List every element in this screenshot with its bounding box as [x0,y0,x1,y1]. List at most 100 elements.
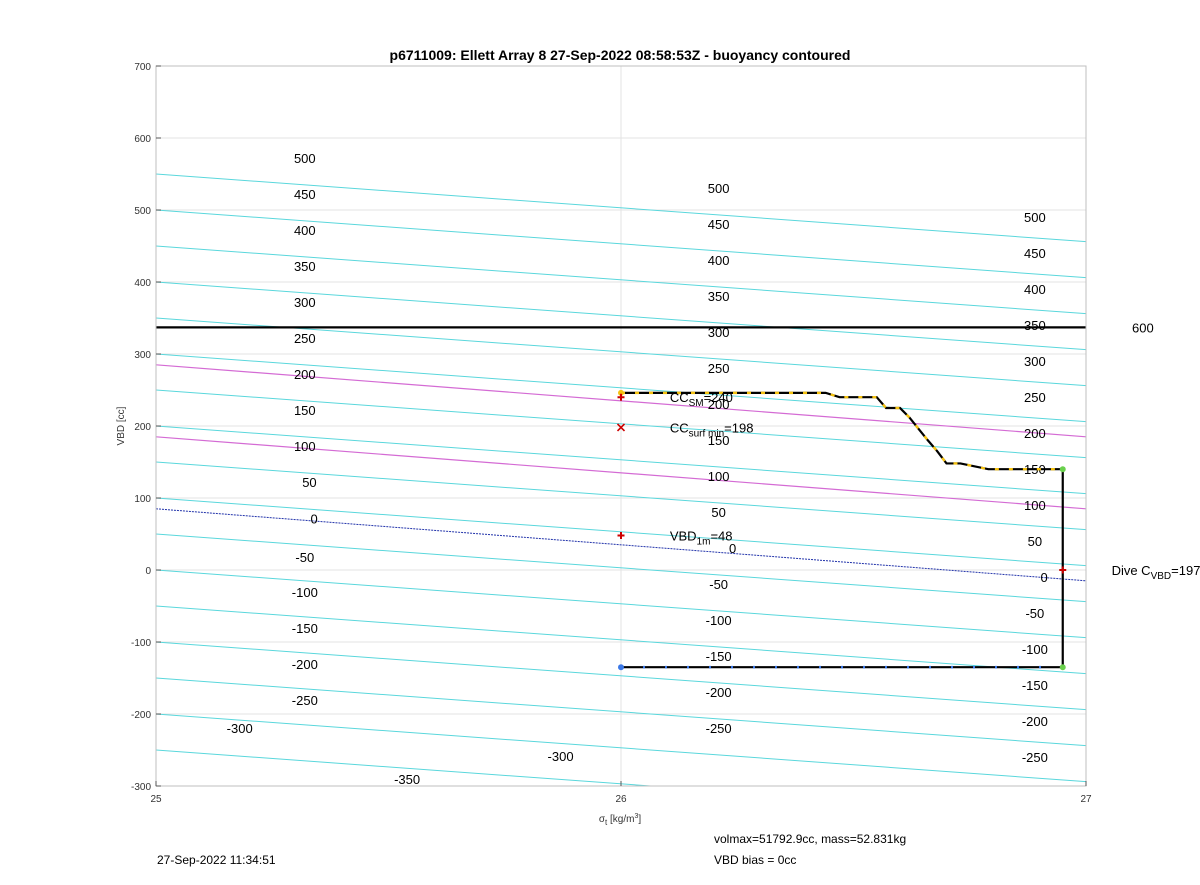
contour-line-15 [156,317,1086,387]
contour-label-28: 0 [729,541,736,556]
contour-label-33: -250 [706,721,732,736]
contour-label-49: -200 [1022,714,1048,729]
y-tick-label-6: 300 [134,350,151,361]
y-tick-label-4: 100 [134,494,151,505]
contour-label-16: -300 [227,721,253,736]
marker-plus-2 [617,531,625,539]
annotation-3-main: Dive C [1112,563,1151,578]
contour-label-35: 500 [1024,210,1046,225]
contour-label-25: 150 [708,433,730,448]
contour-line-12 [156,425,1086,495]
contour-line-18 [156,209,1086,279]
x-axis-label-unit: [kg/m [607,814,634,825]
contour-label-30: -100 [706,613,732,628]
contour-label-10: 0 [310,512,317,527]
annotation-3: Dive CVBD=197 [1112,563,1200,582]
vbd-trace: 600 [156,320,1154,671]
contour-label-0: 500 [294,151,316,166]
annotation-0: CCSM=240 [670,390,733,409]
x-axis-label-sub: t [605,818,608,827]
contour-label-6: 200 [294,367,316,382]
magenta-contour-0 [155,436,1087,510]
magenta-contour-1 [155,364,1087,438]
contour-label-3: 350 [294,259,316,274]
contour-line-5 [156,677,1086,747]
annotation-3-value: =197 [1171,563,1200,578]
contour-label-26: 100 [708,469,730,484]
contour-label-24: 200 [708,397,730,412]
contour-label-13: -150 [292,621,318,636]
footer-volmax: volmax=51792.9cc, mass=52.831kg [714,832,907,846]
y-tick-label-0: -300 [131,782,151,793]
annotation-2-value: =48 [710,528,732,543]
y-tick-label-2: -100 [131,638,151,649]
marker-plus-3 [1059,566,1067,574]
dive-start-point-0 [618,664,624,671]
annotation-0-sub: SM [689,398,704,409]
contour-label-8: 100 [294,439,316,454]
y-tick-label-9: 600 [134,134,151,145]
y-tick-label-10: 700 [134,62,151,73]
annotation-1-sub: surf min [689,428,725,439]
contour-label-22: 300 [708,325,730,340]
y-tick-label-7: 400 [134,278,151,289]
contour-line-11 [156,461,1086,531]
annotation-0-main: CC [670,390,689,405]
x-tick-label-0: 25 [150,794,162,805]
contour-line-14 [156,353,1086,423]
contour-label-21: 350 [708,289,730,304]
dive-end-point-0 [1059,664,1066,671]
contour-line-13 [156,389,1086,459]
contour-label-38: 350 [1024,318,1046,333]
contour-label-18: 500 [708,181,730,196]
climb-start-point-0 [618,389,624,396]
contour-line-1 [156,822,1086,885]
annotation-1-main: CC [670,420,689,435]
contour-label-31: -150 [706,649,732,664]
contour-label-23: 250 [708,361,730,376]
y-axis-label: VBD [cc] [116,406,127,445]
contour-line-4 [156,713,1086,783]
annotation-2: VBD1m=48 [670,528,733,547]
annotation-3-sub: VBD [1151,571,1172,582]
contour-label-48: -150 [1022,678,1048,693]
contour-line-19 [156,173,1086,243]
contour-label-32: -200 [706,685,732,700]
contour-label-15: -250 [292,693,318,708]
contour-label-37: 400 [1024,282,1046,297]
contour-line-7 [156,605,1086,675]
contour-label-1: 450 [294,187,316,202]
buoyancy-contours [155,173,1087,885]
contour-label-20: 400 [708,253,730,268]
contour-label-7: 150 [294,403,316,418]
annotation-1: CCsurf min=198 [670,420,754,439]
contour-label-11: -50 [295,550,314,565]
y-tick-label-3: 0 [145,566,151,577]
contour-label-44: 50 [1028,534,1042,549]
marker-plus-0 [617,393,625,401]
contour-label-36: 450 [1024,246,1046,261]
contour-label-43: 100 [1024,498,1046,513]
contour-label-41: 200 [1024,426,1046,441]
contour-label-17: -350 [394,772,420,787]
contour-line-9 [156,533,1086,603]
x-axis-label-end: ] [638,814,641,825]
contour-labels: 500450400350300250200150100500-50-100-15… [227,151,1048,787]
contour-line-17 [156,245,1086,315]
climb-end-point-0 [1059,466,1066,473]
y-tick-label-1: -200 [131,710,151,721]
contour-label-27: 50 [711,505,725,520]
contour-label-39: 300 [1024,354,1046,369]
contour-label-46: -50 [1025,606,1044,621]
contour-label-14: -200 [292,657,318,672]
y-tick-label-5: 200 [134,422,151,433]
contour-line-6 [156,641,1086,711]
contour-line-8 [156,569,1086,639]
contour-label-34: -300 [548,749,574,764]
contour-label-9: 50 [302,475,316,490]
contour-label-19: 450 [708,217,730,232]
contour-label-4: 300 [294,295,316,310]
x-axis-label-sup: 3 [634,813,638,820]
marker-x-1 [616,423,626,432]
